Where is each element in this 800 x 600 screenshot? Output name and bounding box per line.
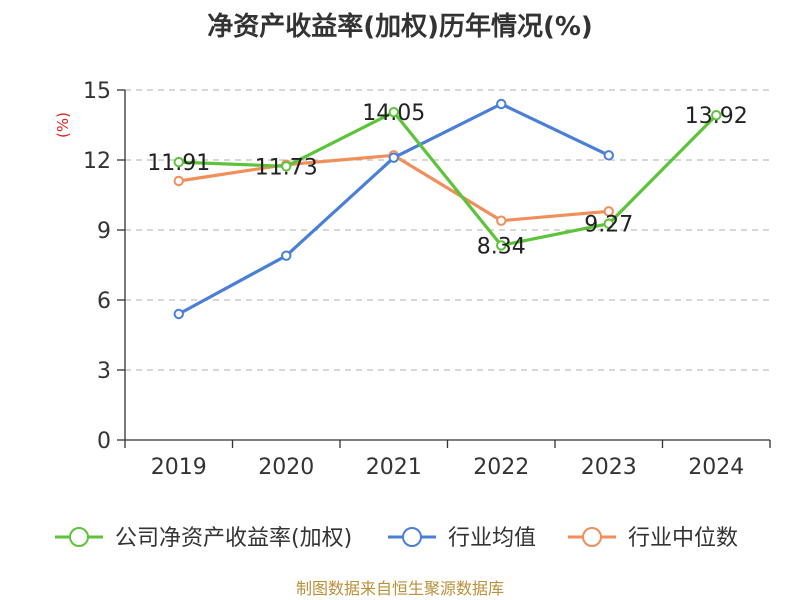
legend-label: 公司净资产收益率(加权)	[115, 526, 352, 551]
y-tick-label: 3	[97, 359, 111, 384]
x-tick-label: 2024	[688, 455, 744, 480]
data-label: 13.92	[685, 104, 748, 129]
source-note: 制图数据来自恒生聚源数据库	[296, 579, 504, 598]
y-tick-label: 6	[97, 289, 111, 314]
x-tick-label: 2020	[258, 455, 314, 480]
legend-label: 行业中位数	[628, 526, 738, 551]
data-point	[281, 250, 292, 261]
x-tick-label: 2019	[151, 455, 207, 480]
data-point	[173, 175, 184, 187]
legend-marker	[402, 527, 422, 547]
data-point	[603, 218, 614, 229]
data-label: 14.05	[362, 101, 425, 126]
data-label: 11.91	[147, 151, 210, 176]
data-point	[711, 110, 722, 121]
axes: 0 3 6 9 12 15 2019 2020 2021 2022 2023 2024	[83, 79, 771, 480]
data-point	[173, 308, 184, 320]
y-tick-label: 12	[83, 149, 111, 174]
y-tick-label: 15	[83, 79, 111, 104]
data-labels: 11.91 11.73 14.05 8.34 9.27 13.92	[147, 101, 747, 259]
data-point	[496, 98, 507, 110]
data-point	[603, 206, 614, 217]
y-tick-label: 0	[97, 429, 111, 454]
series-line	[178, 110, 718, 247]
series-lines	[173, 98, 722, 320]
data-label: 9.27	[584, 213, 633, 238]
data-point	[388, 152, 399, 163]
legend-marker	[69, 527, 89, 547]
y-tick-label: 9	[97, 219, 111, 244]
data-point	[281, 161, 292, 172]
legend-marker	[582, 527, 602, 547]
data-label: 11.73	[255, 155, 318, 180]
data-point	[496, 240, 507, 251]
data-label: 8.34	[477, 234, 526, 259]
data-point	[603, 150, 614, 161]
x-tick-label: 2022	[473, 455, 529, 480]
data-point	[496, 215, 507, 226]
y-axis-label: (%)	[54, 112, 72, 138]
legend-label: 行业均值	[448, 526, 536, 551]
chart-title: 净资产收益率(加权)历年情况(%)	[207, 11, 593, 42]
x-tick-label: 2023	[581, 455, 637, 480]
data-point	[173, 156, 184, 168]
grid-lines	[125, 89, 770, 371]
data-point	[388, 106, 399, 118]
legend: 公司净资产收益率(加权) 行业均值 行业中位数	[55, 526, 738, 551]
x-tick-label: 2021	[366, 455, 422, 480]
series-line	[177, 102, 610, 316]
